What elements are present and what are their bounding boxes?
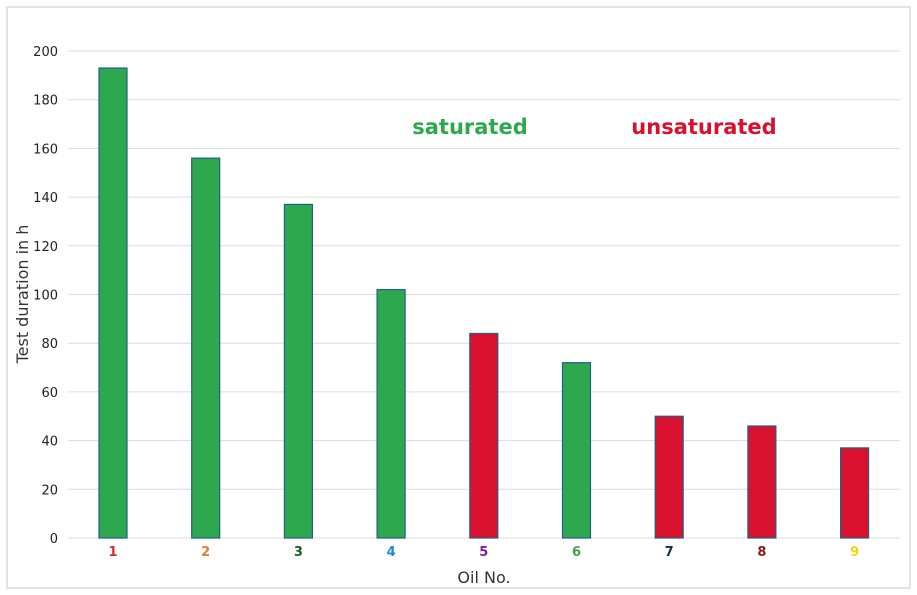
y-tick-label: 20: [41, 483, 58, 498]
bar-oil-1: [98, 67, 128, 539]
y-tick-label: 40: [41, 435, 58, 450]
y-axis-ticks: 0 20 40 60 80 100 120 140 160 180 200: [33, 45, 58, 547]
y-tick-label: 120: [33, 240, 58, 255]
y-tick-label: 200: [33, 45, 58, 60]
y-tick-label: 80: [41, 337, 58, 352]
x-axis-title: Oil No.: [457, 568, 510, 587]
bar-oil-4: [376, 289, 406, 539]
x-tick-label: 2: [201, 545, 210, 560]
bar-oil-3: [283, 203, 313, 539]
bar-oil-2: [191, 157, 221, 539]
x-tick-label: 1: [108, 545, 117, 560]
x-tick-label: 5: [479, 545, 488, 560]
bar-oil-8: [747, 425, 777, 539]
y-tick-label: 100: [33, 289, 58, 304]
bar-oil-9: [839, 447, 870, 539]
y-axis-title: Test duration in h: [13, 225, 32, 365]
bar-oil-7: [654, 415, 684, 539]
bar-oil-6: [561, 362, 592, 539]
x-tick-label: 6: [572, 545, 581, 560]
x-tick-label: 8: [757, 545, 766, 560]
x-axis-ticks: 1 2 3 4 5 6 7 8 9: [108, 545, 859, 560]
y-tick-label: 160: [33, 142, 58, 157]
y-tick-label: 0: [50, 532, 58, 547]
bars: [98, 67, 870, 539]
x-tick-label: 3: [294, 545, 303, 560]
x-tick-label: 7: [665, 545, 674, 560]
y-tick-label: 140: [33, 191, 58, 206]
y-tick-label: 180: [33, 94, 58, 109]
x-tick-label: 9: [850, 545, 859, 560]
legend-saturated: saturated: [412, 115, 528, 139]
y-tick-label: 60: [41, 386, 58, 401]
x-tick-label: 4: [387, 545, 396, 560]
bar-oil-5: [469, 332, 499, 539]
legend-unsaturated: unsaturated: [631, 115, 776, 139]
